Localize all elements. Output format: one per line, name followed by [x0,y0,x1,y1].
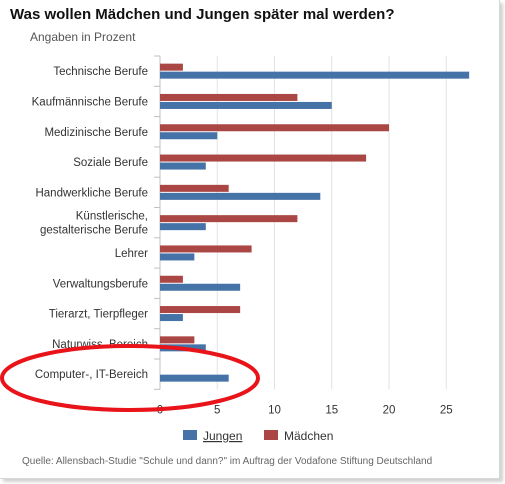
bar-maedchen [160,245,252,253]
bar-jungen [160,132,218,140]
bar-maedchen [160,275,183,283]
bar-jungen [160,192,321,200]
bar-jungen [160,374,229,382]
annotation-ellipse [0,344,260,412]
bar-maedchen [160,154,367,162]
bar-maedchen [160,184,229,192]
category-label: Künstlerische, gestalterische Berufe [40,211,148,237]
bar-maedchen [160,336,195,344]
category-label: Verwaltungsberufe [53,278,148,290]
x-tick-label: 15 [325,404,338,416]
category-label: Soziale Berufe [73,157,148,169]
legend-label-maedchen: Mädchen [284,429,333,443]
bar-maedchen [160,215,298,223]
category-label: Technische Berufe [53,66,148,78]
source-note: Quelle: Allensbach-Studie "Schule und da… [22,456,433,467]
bar-jungen [160,71,470,79]
x-tick-label: 20 [383,404,396,416]
bar-maedchen [160,63,183,71]
bar-jungen [160,223,206,231]
bar-maedchen [160,306,241,314]
chart-title: Was wollen Mädchen und Jungen später mal… [10,6,395,23]
legend-swatch-maedchen [264,430,278,440]
x-tick-label: 5 [214,404,220,416]
category-label: Medizinische Berufe [44,127,148,139]
bar-jungen [160,283,241,291]
bar-jungen [160,101,332,109]
bar-jungen [160,253,195,261]
chart-frame [0,0,500,479]
category-label: Computer-, IT-Bereich [35,369,148,381]
bar-jungen [160,162,206,170]
legend-label-jungen: Jungen [203,429,242,443]
x-tick-label: 25 [440,404,453,416]
bar-maedchen [160,124,389,132]
bar-maedchen [160,93,298,101]
legend-swatch-jungen [183,430,197,440]
bar-jungen [160,314,183,322]
category-label: Tierarzt, Tierpfleger [49,309,148,321]
chart-subtitle: Angaben in Prozent [30,30,136,44]
category-label: Lehrer [115,248,148,260]
category-label: Handwerkliche Berufe [35,187,148,199]
x-tick-label: 10 [268,404,281,416]
category-label: Kaufmännische Berufe [32,96,148,108]
